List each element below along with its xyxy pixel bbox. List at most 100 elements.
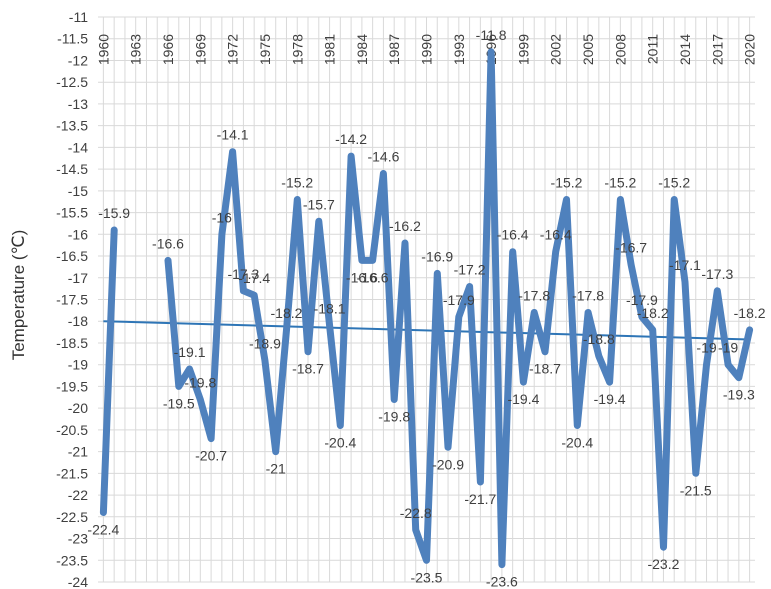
- series-line-1960s: [99, 226, 118, 516]
- series-group: [99, 48, 754, 569]
- y-tick-label: -14: [68, 139, 88, 155]
- y-tick-label: -18: [68, 313, 88, 329]
- data-label: -16.9: [421, 248, 453, 264]
- data-label: -23.2: [647, 556, 679, 572]
- y-tick-label: -17.5: [56, 292, 88, 308]
- y-tick-label: -13.5: [56, 118, 88, 134]
- series-line-main: [164, 48, 754, 569]
- trendline-group: [103, 320, 750, 341]
- y-tick-label: -11.5: [57, 31, 88, 47]
- data-label: -18.9: [249, 335, 281, 351]
- y-tick-label: -23: [68, 531, 88, 547]
- data-labels: -22.4 -15.9 -16.6 -19.5 -19.1 -19.8 -20.7 -16 -1…: [87, 27, 765, 589]
- x-tick-label: 2008: [612, 34, 628, 65]
- data-label: -21: [266, 461, 286, 477]
- data-label: -15.2: [551, 175, 583, 191]
- data-label: -14.2: [335, 131, 367, 147]
- x-tick-label: 1981: [322, 34, 338, 65]
- data-label: -17.8: [518, 288, 550, 304]
- data-label: -19.4: [507, 391, 539, 407]
- data-label: -15.9: [98, 205, 130, 221]
- x-tick-label: 1972: [225, 34, 241, 65]
- data-label: -22.4: [87, 521, 119, 537]
- data-label: -17.9: [626, 292, 658, 308]
- y-tick-label: -13: [68, 96, 88, 112]
- y-tick-label: -20.5: [56, 422, 88, 438]
- y-tick-label: -16.5: [56, 248, 88, 264]
- data-label: -18.7: [292, 361, 324, 377]
- data-label: -17.3: [227, 266, 259, 282]
- x-tick-label: 1975: [257, 34, 273, 65]
- x-tick-label: 2005: [580, 34, 596, 65]
- data-label: -19: [718, 340, 738, 356]
- x-tick-label: 1990: [419, 34, 435, 65]
- x-tick-label: 1960: [95, 34, 111, 65]
- x-tick-label: 2014: [677, 34, 693, 65]
- data-label: -20.4: [324, 435, 356, 451]
- data-label: -15.2: [281, 175, 313, 191]
- data-label: -19.5: [163, 395, 195, 411]
- x-tick-label: 1984: [354, 34, 370, 65]
- y-tick-label: -22: [68, 487, 88, 503]
- y-axis-ticks: -11 -11.5 -12 -12.5 -13 -13.5 -14 -14.5 -15 -15.5…: [56, 9, 88, 589]
- data-label: -16.7: [615, 240, 647, 256]
- data-label: -21.5: [680, 482, 712, 498]
- data-label: -17.3: [701, 266, 733, 282]
- x-tick-label: 1978: [289, 34, 305, 65]
- y-tick-label: -17: [68, 270, 88, 286]
- data-label: -18.2: [734, 305, 766, 321]
- data-label: -17.1: [669, 257, 701, 273]
- x-tick-label: 1999: [515, 34, 531, 65]
- x-tick-label: 2020: [742, 34, 758, 65]
- y-tick-label: -24: [68, 574, 88, 589]
- data-label: -15.2: [604, 175, 636, 191]
- data-label: -18.2: [637, 305, 669, 321]
- data-label: -16.6: [357, 269, 389, 285]
- x-tick-label: 1993: [451, 34, 467, 65]
- data-label: -20.9: [432, 456, 464, 472]
- y-tick-label: -15: [68, 183, 88, 199]
- data-label: -20.4: [561, 435, 593, 451]
- x-tick-label: 2002: [548, 34, 564, 65]
- x-tick-label: 2017: [709, 34, 725, 65]
- data-label: -15.7: [303, 196, 335, 212]
- y-tick-label: -19: [68, 357, 88, 373]
- y-tick-label: -14.5: [56, 161, 88, 177]
- x-tick-label: 1987: [386, 34, 402, 65]
- y-tick-label: -16: [68, 226, 88, 242]
- data-label: -18.1: [314, 301, 346, 317]
- y-tick-label: -21: [68, 444, 88, 460]
- data-label: -19: [696, 340, 716, 356]
- data-label: -17.9: [443, 292, 475, 308]
- y-tick-label: -23.5: [56, 552, 88, 568]
- x-tick-label: 1969: [192, 34, 208, 65]
- data-label: -14.1: [217, 127, 249, 143]
- data-label: -21.7: [464, 491, 496, 507]
- data-label: -18.2: [271, 305, 303, 321]
- y-axis-label: Temperature (℃): [9, 230, 28, 361]
- data-label: -19.8: [378, 408, 410, 424]
- data-label: -14.6: [367, 148, 399, 164]
- data-label: -23.6: [486, 574, 518, 589]
- y-tick-label: -11: [69, 9, 88, 25]
- data-label: -16.4: [540, 227, 572, 243]
- y-tick-label: -12.5: [56, 74, 88, 90]
- y-tick-label: -20: [68, 400, 88, 416]
- y-tick-label: -22.5: [56, 509, 88, 525]
- y-tick-label: -12: [68, 52, 88, 68]
- data-label: -20.7: [195, 448, 227, 464]
- data-label: -16.6: [346, 269, 378, 285]
- data-label: -19.8: [184, 374, 216, 390]
- y-tick-label: -21.5: [56, 465, 88, 481]
- x-tick-label: 2011: [645, 34, 661, 64]
- x-tick-label: 1966: [160, 34, 176, 65]
- data-label: -16.6: [152, 235, 184, 251]
- x-tick-label: 1963: [128, 34, 144, 65]
- data-label: -19.4: [594, 391, 626, 407]
- x-axis-ticks: 1960 1963 1966 1969 1972 1975 1978 1981 1984 1987…: [95, 34, 757, 65]
- data-label: -11.8: [476, 27, 507, 43]
- data-label: -16.4: [497, 227, 529, 243]
- data-label: -18.7: [529, 361, 561, 377]
- data-label: -22.8: [400, 505, 432, 521]
